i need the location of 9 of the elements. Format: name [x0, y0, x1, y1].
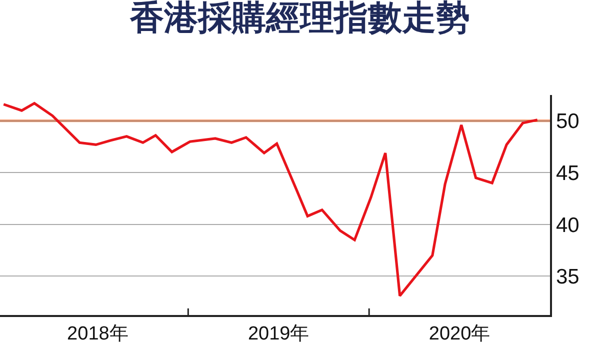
x-tick-label: 2018年 — [67, 324, 128, 345]
x-tick-label: 2019年 — [248, 324, 310, 345]
x-tick-label: 2020年 — [428, 324, 490, 345]
y-tick-label: 50 — [556, 110, 580, 134]
line-series — [2, 102, 539, 298]
y-tick-label: 35 — [556, 266, 580, 289]
chart-title: 香港採購經理指數走勢 — [129, 0, 470, 38]
y-tick-label: 40 — [556, 214, 580, 237]
y-tick-label: 45 — [556, 162, 580, 185]
